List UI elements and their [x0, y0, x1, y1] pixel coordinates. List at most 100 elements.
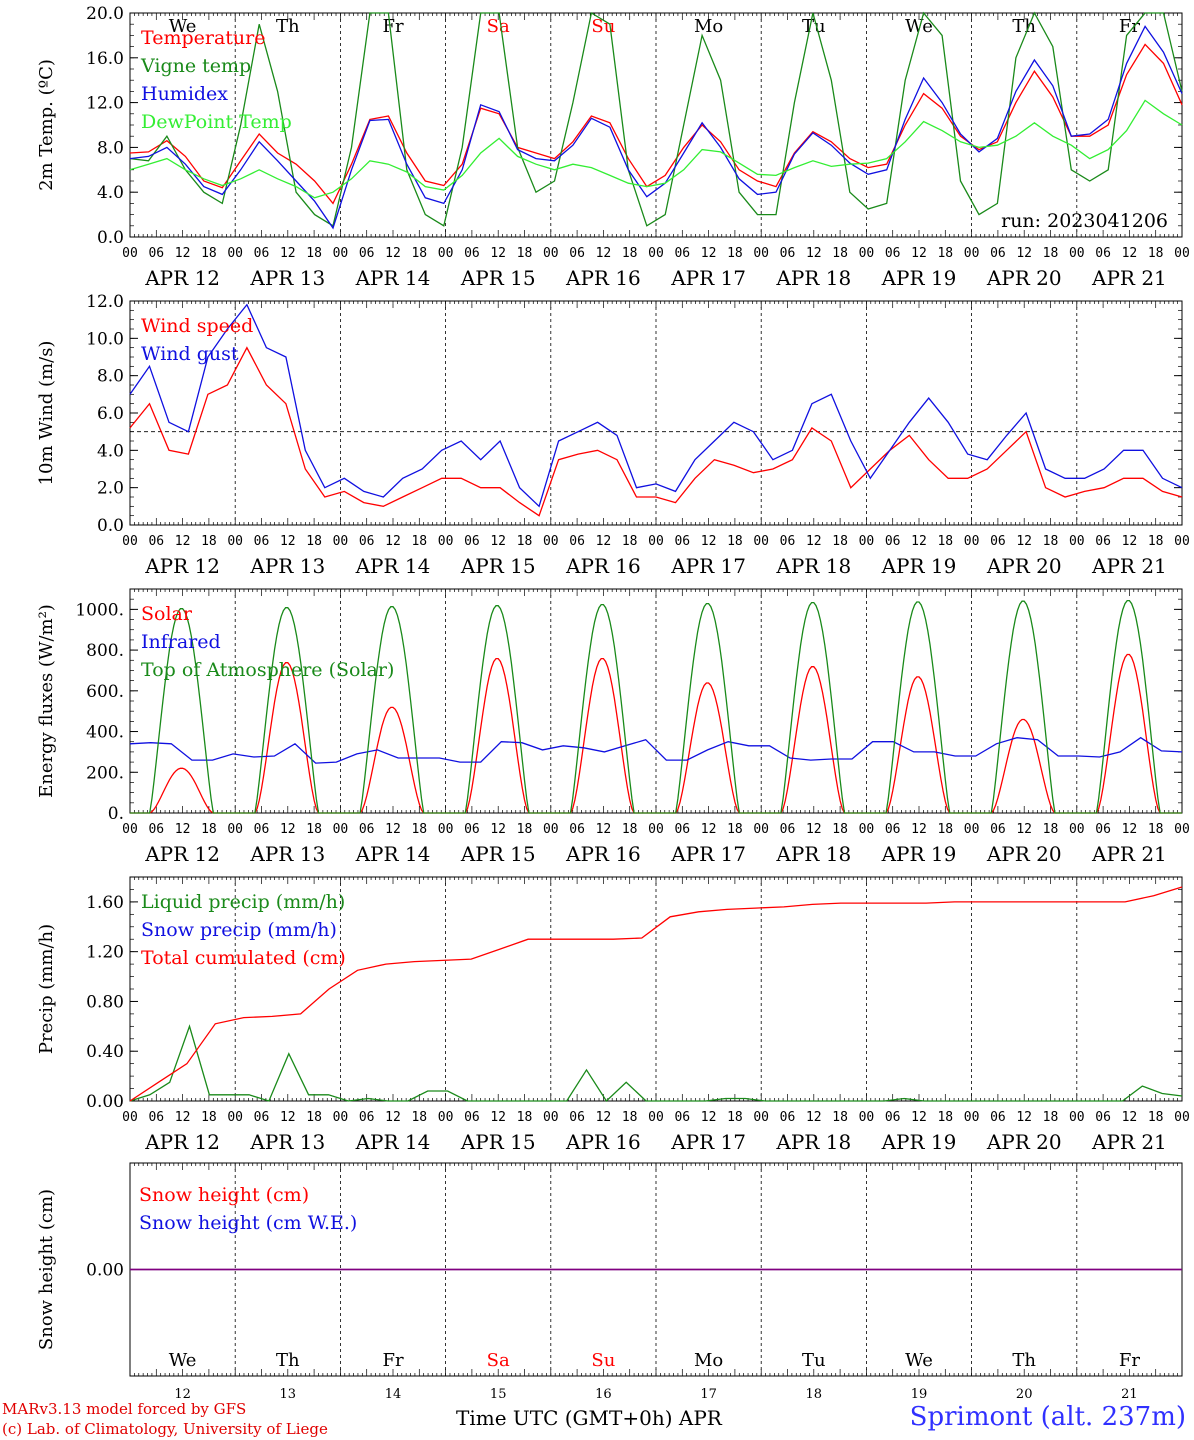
y-tick-label: 800. [86, 641, 124, 661]
date-label: APR 21 [1091, 554, 1167, 578]
date-label: APR 21 [1091, 1130, 1167, 1154]
y-axis-label: 10m Wind (m/s) [36, 341, 57, 486]
hour-label: 18 [937, 246, 953, 261]
hour-label: 00 [438, 822, 454, 837]
hour-label: 00 [859, 534, 875, 549]
hour-label: 06 [464, 1110, 480, 1125]
date-label: APR 15 [460, 842, 536, 866]
date-label: APR 18 [775, 266, 851, 290]
hour-label: 00 [648, 822, 664, 837]
hour-label: 18 [622, 246, 638, 261]
y-tick-label: 0.80 [86, 992, 124, 1012]
hour-label: 00 [753, 534, 769, 549]
date-label: APR 13 [249, 554, 325, 578]
y-tick-label: 0.0 [97, 516, 124, 536]
hour-label: 00 [543, 1110, 559, 1125]
date-label: APR 14 [355, 266, 431, 290]
date-label: APR 12 [144, 1130, 220, 1154]
hour-label: 06 [990, 822, 1006, 837]
date-label: APR 14 [355, 1130, 431, 1154]
hour-label: 00 [859, 246, 875, 261]
y-axis-label: Snow height (cm) [36, 1189, 57, 1350]
hour-label: 18 [1043, 534, 1059, 549]
hour-label: 00 [753, 246, 769, 261]
hour-label: 06 [359, 822, 375, 837]
hour-label: 18 [306, 822, 322, 837]
hour-label: 12 [490, 534, 506, 549]
hour-label: 06 [780, 246, 796, 261]
hour-label: 06 [990, 246, 1006, 261]
hour-label: 00 [1174, 1110, 1190, 1125]
legend-entry: Temperature [141, 27, 265, 49]
hour-label: 18 [1148, 822, 1164, 837]
day-number: 18 [806, 1387, 823, 1402]
hour-label: 00 [438, 534, 454, 549]
weekday-label: Fr [1119, 16, 1140, 37]
date-label: APR 14 [355, 842, 431, 866]
date-label: APR 18 [775, 1130, 851, 1154]
hour-label: 12 [175, 822, 191, 837]
panel-2: 0.0 2.0 4.0 6.0 8.0 10.0 12.0 10m Wind (m/s) 00 0… [36, 292, 1190, 578]
hour-label: 18 [832, 822, 848, 837]
date-label: APR 20 [986, 554, 1062, 578]
hour-label: 12 [175, 246, 191, 261]
legend-entry: Solar [141, 603, 193, 625]
weekday-label: We [169, 16, 197, 37]
hour-label: 06 [674, 534, 690, 549]
weekday-label: We [905, 1350, 933, 1371]
legend-entry: Liquid precip (mm/h) [141, 891, 345, 913]
hour-label: 00 [438, 1110, 454, 1125]
hour-label: 12 [385, 822, 401, 837]
hour-label: 12 [1122, 822, 1138, 837]
date-label: APR 13 [249, 1130, 325, 1154]
hour-label: 12 [701, 1110, 717, 1125]
hour-label: 00 [964, 1110, 980, 1125]
hour-label: 18 [727, 822, 743, 837]
hour-label: 12 [1122, 246, 1138, 261]
hour-label: 06 [674, 246, 690, 261]
hour-label: 06 [148, 822, 164, 837]
hour-label: 06 [1095, 246, 1111, 261]
hour-label: 00 [1069, 534, 1085, 549]
hour-label: 06 [1095, 822, 1111, 837]
weekday-label: Tu [802, 1350, 826, 1371]
hour-label: 00 [1069, 1110, 1085, 1125]
hour-label: 12 [490, 1110, 506, 1125]
hour-label: 00 [1069, 246, 1085, 261]
hour-label: 12 [280, 822, 296, 837]
y-tick-label: 8.0 [97, 138, 124, 158]
hour-label: 00 [753, 1110, 769, 1125]
hour-label: 06 [148, 534, 164, 549]
date-label: APR 21 [1091, 842, 1167, 866]
hour-label: 18 [411, 822, 427, 837]
hour-label: 18 [1148, 534, 1164, 549]
weekday-label: Fr [382, 1350, 403, 1371]
y-tick-label: 8.0 [97, 367, 124, 387]
hour-label: 18 [306, 1110, 322, 1125]
hour-label: 00 [859, 822, 875, 837]
weekday-label: Tu [802, 16, 826, 37]
date-label: APR 20 [986, 842, 1062, 866]
hour-label: 00 [122, 534, 138, 549]
hour-label: 00 [438, 246, 454, 261]
series-line-dewpoint-temp [129, 99, 1183, 199]
date-label: APR 16 [565, 842, 641, 866]
hour-label: 06 [254, 822, 270, 837]
hour-label: 00 [1174, 822, 1190, 837]
hour-label: 18 [622, 534, 638, 549]
date-label: APR 19 [881, 842, 957, 866]
hour-label: 18 [201, 246, 217, 261]
hour-label: 00 [753, 822, 769, 837]
date-label: APR 12 [144, 554, 220, 578]
date-label: APR 13 [249, 842, 325, 866]
hour-label: 18 [727, 246, 743, 261]
hour-label: 06 [569, 534, 585, 549]
hour-label: 18 [1043, 822, 1059, 837]
hour-label: 00 [122, 246, 138, 261]
hour-label: 00 [859, 1110, 875, 1125]
hour-label: 12 [1016, 1110, 1032, 1125]
date-label: APR 16 [565, 266, 641, 290]
legend-entry: Vigne temp [140, 55, 251, 77]
weekday-label: Su [591, 1350, 615, 1371]
hour-label: 06 [254, 246, 270, 261]
